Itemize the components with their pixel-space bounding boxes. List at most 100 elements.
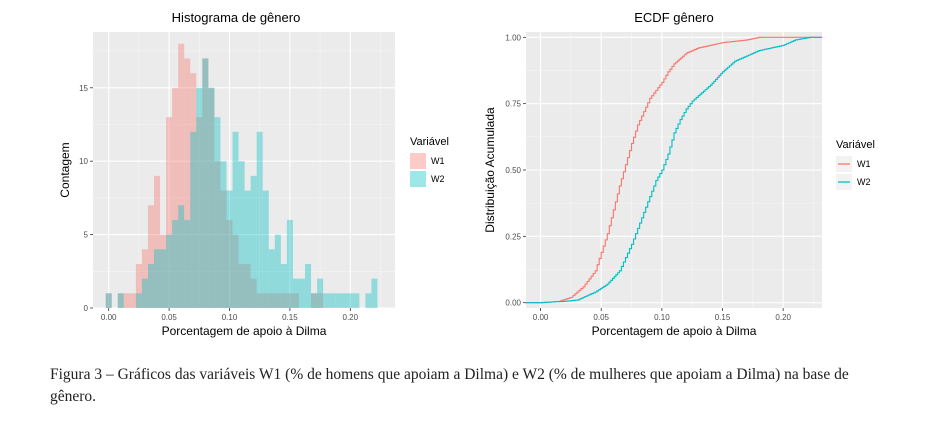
histogram-bar [184,58,191,308]
x-tick-label: 0.20 [775,313,791,322]
plot-panel [93,32,395,308]
histogram-bar [262,293,269,308]
histogram-bar [232,234,239,308]
histogram-bar [305,263,312,308]
histogram-bar [280,263,287,308]
histogram-bar [274,293,281,308]
chart-2: 0.00 0.25 0.50 0.75 1.00 0.00 0.05 0.10 0.15 0.20… [483,10,822,338]
y-tick-label: 0.00 [505,299,521,308]
y-tick-label: 0 [84,304,89,313]
histogram-bar [147,263,155,308]
histogram-bar [317,293,324,308]
histogram-bar [256,293,263,308]
histogram-bar [196,117,203,309]
chart-1: 0 5 10 15 0.00 0.05 0.10 0.15 0.20 Histograma de … [58,10,395,338]
histogram-bar [226,219,233,308]
figure-caption: Figura 3 – Gráficos das variáveis W1 (% … [50,366,849,405]
histogram-bar [147,205,155,308]
series-w1 [105,43,324,309]
x-tick-label: 0.10 [654,313,670,322]
histogram-bar [208,87,215,308]
histogram-bar [329,293,336,308]
legend: Variável W1 W2 [836,139,875,190]
legend-label-w2: W2 [857,177,871,187]
histogram-bar [347,293,354,308]
legend-key-w2 [410,171,426,187]
histogram-bar [178,205,185,308]
histogram-bar [311,293,318,308]
histogram-bar [220,190,227,308]
x-tick-label: 0.05 [161,313,177,322]
y-tick-label: 15 [79,84,88,93]
histogram-bar [250,278,257,308]
x-tick-label: 0.00 [533,313,549,322]
histogram-bar [166,234,173,308]
x-tick-label: 0.05 [593,313,609,322]
x-tick-label: 0.15 [282,313,298,322]
histogram-bar [238,161,245,308]
histogram-bar [184,219,191,308]
histogram-bar [280,293,287,308]
y-tick-label: 0.50 [505,166,521,175]
histogram-bar [226,190,233,308]
x-axis-title: Porcentagem de apoio à Dilma [162,324,327,338]
y-tick-label: 0.75 [505,100,521,109]
legend-label-w1: W1 [431,156,445,166]
histogram-bar [105,293,112,308]
histogram-bar [105,293,112,308]
legend-label-w2: W2 [431,174,445,184]
histogram-bar [190,73,197,308]
series-w2 [105,58,378,309]
histogram-bar [268,249,275,308]
y-tick-label: 0.25 [505,232,521,241]
histogram-bar [117,293,124,308]
x-tick-label: 0.20 [343,313,359,322]
histogram-bar [335,293,342,308]
histogram-bar [292,278,299,308]
y-tick-label: 10 [79,157,88,166]
histogram-bar [202,58,209,308]
legend-key-w1 [410,153,426,169]
histogram-bar [196,87,203,308]
figure: 0 5 10 15 0.00 0.05 0.10 0.15 0.20 Histograma de … [58,10,875,338]
y-axis-title: Distribuição Acumulada [483,107,497,233]
legend: Variável W1 W2 [410,136,449,187]
histogram-bar [256,131,263,308]
histogram-bar [262,190,269,308]
histogram-bar [353,293,360,308]
histogram-bar [190,131,197,308]
chart-title: ECDF gênero [634,10,713,25]
histogram-bar [274,234,281,308]
histogram-bar [232,131,239,308]
legend-title: Variável [410,136,449,148]
histogram-bar [208,87,215,308]
histogram-bar [365,293,372,308]
x-tick-label: 0.15 [715,313,731,322]
histogram-bar [214,161,221,308]
histogram-bar [117,293,124,308]
histogram-bar [292,293,299,308]
histogram-bar [220,161,227,308]
x-tick-label: 0.10 [222,313,238,322]
histogram-bar [141,249,148,308]
histogram-bar [172,219,179,308]
histogram-bar [323,293,330,308]
histogram-bar [202,58,209,308]
histogram-bar [129,293,136,308]
histogram-bar [268,293,275,308]
histogram-bar [238,263,245,308]
histogram-bar [123,293,130,308]
histogram-bar [154,175,161,308]
histogram-bar [178,43,185,308]
y-tick-label: 5 [84,231,89,240]
histogram-bar [317,278,324,308]
histogram-bar [172,87,179,308]
x-axis-title: Porcentagem de apoio à Dilma [592,324,757,338]
histogram-bar [371,278,378,308]
legend-label-w1: W1 [857,159,871,169]
histogram-bar [341,293,348,308]
x-tick-label: 0.00 [101,313,117,322]
y-tick-label: 1.00 [505,33,521,42]
histogram-bar [244,263,251,308]
histogram-bar [135,263,142,308]
